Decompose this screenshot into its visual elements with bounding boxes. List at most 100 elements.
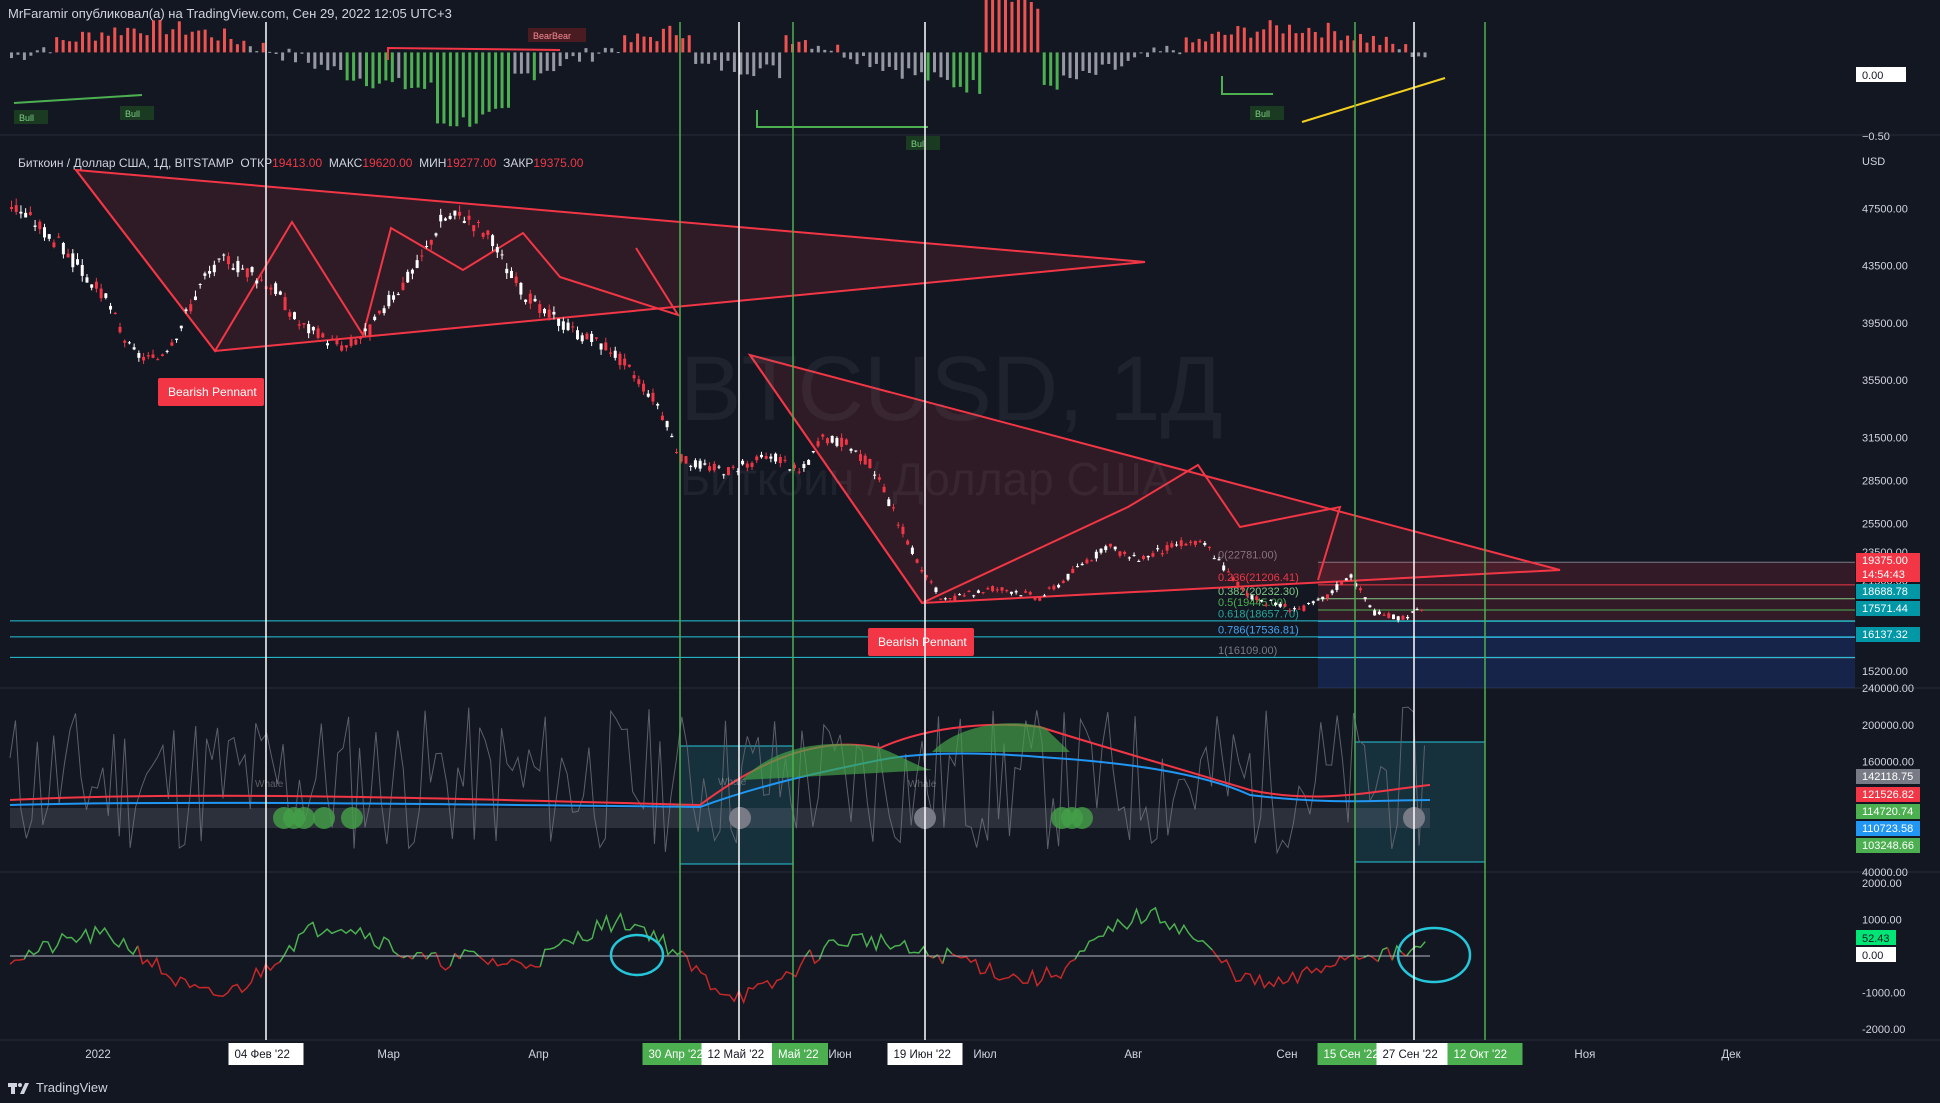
bearish-pennant-badge	[158, 378, 264, 406]
price-candle	[1151, 553, 1155, 557]
oscillator-bar	[1223, 34, 1227, 53]
fib-level-label: 0.382(20232.30)	[1218, 586, 1299, 598]
oscillator-trendline	[756, 110, 928, 128]
whale-bubble	[1071, 807, 1093, 829]
price-candle	[359, 338, 363, 340]
price-candle	[642, 383, 646, 392]
price-candle	[1358, 588, 1362, 591]
oscillator-label-bg	[120, 106, 154, 120]
oscillator-bar	[93, 40, 97, 53]
price-candle	[764, 456, 768, 459]
fib-zone-lower	[1318, 621, 1855, 688]
oscillator-bar	[1075, 52, 1078, 80]
price-candle	[132, 347, 136, 350]
price-candle	[326, 343, 330, 346]
oscillator-bar	[752, 52, 756, 77]
oscillator-bar	[681, 38, 685, 53]
pennant-1-waves	[75, 169, 681, 353]
price-candle	[717, 466, 721, 468]
oscillator-bar	[1410, 52, 1414, 57]
price-candle	[561, 321, 565, 330]
price-candle	[538, 304, 542, 313]
price-candle	[509, 270, 513, 279]
oscillator-bar	[758, 52, 762, 69]
price-candle	[109, 305, 113, 310]
x-axis-label: Июн	[828, 1049, 851, 1061]
x-axis-label: 27 Сен '22	[1383, 1049, 1438, 1061]
oscillator-bar	[700, 52, 704, 64]
price-candle	[410, 269, 414, 274]
price-candle	[1047, 587, 1051, 589]
price-candle	[943, 598, 947, 600]
oscillator-bar	[126, 27, 130, 53]
oscillator-bar	[1197, 38, 1201, 53]
oscillator-label-bg	[1250, 106, 1284, 120]
x-axis-label-bg	[1317, 1043, 1393, 1065]
volume-fill	[932, 723, 1070, 752]
price-candle	[1297, 608, 1301, 610]
price-candle	[392, 295, 396, 300]
oscillator-bar	[1229, 34, 1233, 53]
oscillator-bar	[668, 25, 672, 53]
oscillator-trendline	[13, 94, 143, 104]
price-candle	[1330, 590, 1334, 594]
price-candle	[1137, 560, 1141, 562]
price-candle	[821, 434, 825, 437]
oscillator-bar	[1404, 44, 1408, 53]
footer-brand-label: TradingView	[36, 1080, 108, 1095]
volume-label: 114720.74	[1862, 806, 1913, 818]
oscillator-bar	[894, 52, 898, 71]
price-candle	[1175, 544, 1179, 546]
price-candle	[1363, 597, 1367, 600]
footer-brand[interactable]: TradingView	[8, 1080, 108, 1095]
oscillator-bar	[1113, 52, 1117, 70]
oscillator-bar	[810, 48, 814, 53]
price-candle	[156, 359, 160, 361]
price-candle	[472, 225, 476, 232]
oscillator-bar	[739, 52, 743, 75]
oscillator-bar	[1326, 22, 1330, 53]
oscillator-bar	[816, 45, 820, 53]
price-candle	[986, 588, 990, 590]
oscillator-bar	[603, 47, 607, 53]
price-candle	[90, 284, 94, 288]
axis-tick-label: 47500.00	[1862, 203, 1908, 215]
price-candle	[1104, 546, 1108, 551]
price-candle	[307, 324, 311, 334]
price-label-bg	[1856, 553, 1920, 568]
price-candle	[887, 499, 891, 507]
oscillator-bar	[939, 52, 943, 78]
oscillator-bar	[171, 29, 175, 53]
momentum-negative	[10, 942, 1425, 1003]
price-candle	[1075, 566, 1079, 568]
price-candle	[1344, 578, 1348, 581]
bearish-pennant-label: Bearish Pennant	[168, 385, 257, 399]
oscillator-bar	[1158, 51, 1162, 53]
symbol-legend: Биткоин / Доллар США, 1Д, BITSTAMP ОТКР1…	[18, 156, 583, 170]
price-candle	[193, 296, 197, 300]
oscillator-bar	[1204, 41, 1208, 53]
price-candle	[962, 595, 966, 597]
oscillator-bar	[1133, 52, 1137, 58]
price-candle	[61, 242, 65, 255]
price-label: 19375.00	[1862, 555, 1908, 567]
volume-label: 103248.66	[1862, 840, 1914, 852]
oscillator-bar	[42, 47, 46, 53]
oscillator-bar	[1352, 40, 1356, 53]
price-candle	[557, 318, 561, 326]
price-candle	[278, 291, 282, 295]
price-candle	[24, 212, 28, 218]
price-candle	[609, 352, 613, 354]
oscillator-bar	[190, 31, 194, 53]
volume-band	[10, 808, 1430, 828]
oscillator-bar	[855, 52, 859, 65]
price-candle	[1382, 614, 1386, 616]
price-candle	[184, 309, 188, 312]
oscillator-bar	[862, 52, 865, 56]
momentum-highlight-circle	[609, 933, 665, 977]
oscillator-bar	[694, 52, 698, 64]
oscillator-bar	[416, 52, 420, 88]
axis-tick-label: 200000.00	[1862, 720, 1914, 732]
price-candle	[1165, 545, 1169, 551]
